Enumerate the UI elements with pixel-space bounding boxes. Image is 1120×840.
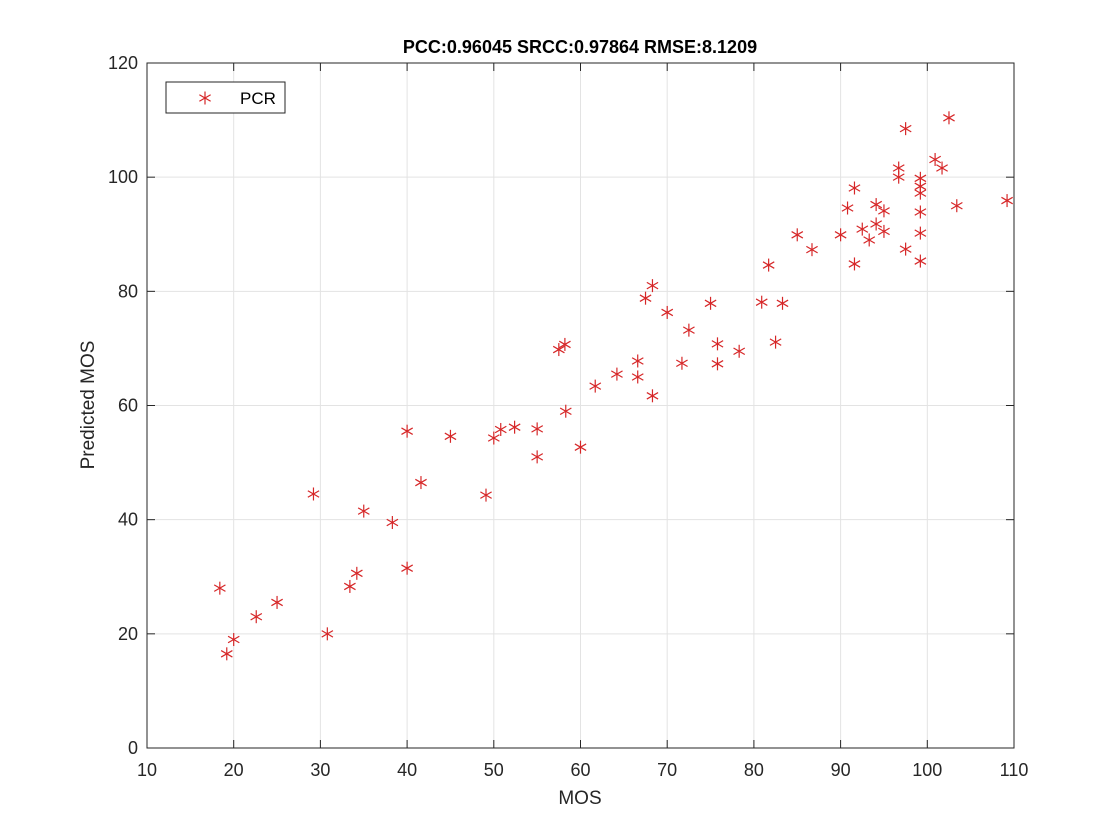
data-point: [220, 647, 233, 661]
data-point: [646, 279, 659, 293]
data-point: [357, 504, 370, 518]
data-points: [213, 111, 1013, 661]
data-point: [631, 354, 644, 368]
data-point: [250, 610, 263, 624]
data-point: [1001, 194, 1013, 208]
data-point: [661, 305, 674, 319]
y-tick-label: 40: [118, 510, 138, 530]
data-point: [401, 561, 414, 575]
data-point: [227, 633, 240, 647]
data-point: [487, 431, 500, 445]
data-point: [834, 228, 847, 242]
y-tick-label: 60: [118, 396, 138, 416]
legend-label: PCR: [240, 89, 276, 108]
data-point: [682, 323, 695, 337]
data-point: [848, 257, 861, 271]
chart-title: PCC:0.96045 SRCC:0.97864 RMSE:8.1209: [403, 37, 757, 57]
data-point: [711, 357, 724, 371]
data-point: [213, 581, 226, 595]
x-axis-label: MOS: [558, 788, 601, 809]
y-tick-label: 100: [108, 167, 138, 187]
tick-labels: 10 20 30 40 50 60 70 80 90 100 110 0 20 40 60 80 100 120: [108, 53, 1028, 780]
data-point: [762, 258, 775, 272]
data-point: [755, 295, 768, 309]
data-point: [350, 566, 363, 580]
data-point: [444, 429, 457, 443]
y-tick-label: 120: [108, 53, 138, 73]
legend-asterisk: [199, 91, 211, 105]
data-point: [914, 254, 927, 268]
data-point: [646, 389, 659, 403]
data-point: [806, 243, 818, 257]
y-axis-label: Predicted MOS: [78, 341, 99, 470]
y-tick-label: 0: [128, 738, 138, 758]
data-point: [531, 450, 544, 464]
data-point: [559, 404, 572, 418]
data-point: [271, 595, 283, 609]
data-point: [589, 379, 602, 393]
data-point: [943, 111, 955, 125]
data-point: [711, 337, 724, 351]
data-point: [929, 152, 942, 166]
data-point: [733, 344, 746, 358]
x-tick-label: 80: [744, 760, 764, 780]
x-tick-label: 20: [224, 760, 244, 780]
x-tick-label: 110: [1000, 760, 1029, 780]
data-point: [676, 356, 688, 370]
data-point: [856, 222, 869, 236]
data-point: [531, 422, 544, 436]
data-point: [343, 579, 356, 593]
legend-box: [165, 81, 286, 114]
data-point: [574, 440, 587, 454]
data-point: [863, 233, 876, 247]
data-point: [950, 199, 963, 213]
x-tick-label: 30: [310, 760, 330, 780]
data-point: [401, 424, 414, 438]
y-tick-label: 20: [118, 624, 138, 644]
data-point: [415, 476, 427, 490]
data-point: [914, 179, 927, 193]
data-point: [307, 487, 320, 501]
x-tick-label: 10: [137, 760, 157, 780]
x-tick-label: 40: [397, 760, 417, 780]
data-point: [639, 291, 652, 305]
data-point: [769, 335, 782, 349]
x-tick-label: 50: [484, 760, 504, 780]
data-point: [558, 337, 571, 351]
data-point: [552, 343, 565, 357]
data-point: [480, 488, 492, 502]
data-point: [791, 228, 804, 242]
data-point: [870, 198, 883, 212]
data-point: [892, 170, 905, 184]
data-point: [494, 422, 507, 436]
data-point: [386, 516, 399, 530]
y-tick-label: 80: [118, 281, 138, 301]
legend-marker-asterisk: [199, 91, 211, 105]
data-point: [914, 226, 927, 240]
x-tick-label: 100: [912, 760, 942, 780]
legend: PCR: [165, 81, 286, 114]
data-point: [899, 122, 912, 136]
x-tick-label: 70: [657, 760, 677, 780]
data-point: [848, 181, 861, 195]
data-point: [321, 627, 334, 641]
data-point: [936, 161, 948, 175]
data-point: [610, 367, 623, 381]
x-tick-label: 90: [831, 760, 851, 780]
data-point: [899, 242, 912, 256]
data-point: [704, 296, 717, 310]
data-point: [508, 420, 521, 434]
data-point: [776, 296, 789, 310]
data-point: [841, 201, 854, 215]
data-point: [870, 217, 883, 231]
data-point: [878, 224, 890, 238]
data-point: [914, 205, 927, 219]
data-point: [878, 204, 890, 218]
x-tick-label: 60: [570, 760, 590, 780]
axes-box: [146, 62, 1015, 749]
data-point: [631, 370, 644, 384]
